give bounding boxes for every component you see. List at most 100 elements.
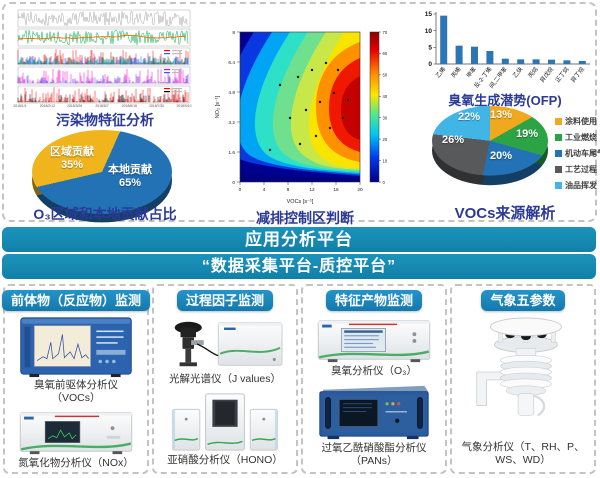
svg-text:2018/6/18: 2018/6/18 <box>122 104 137 108</box>
voc-slice-26: 26% <box>442 134 465 146</box>
svg-text:2018/9/10: 2018/9/10 <box>176 104 191 108</box>
voc-slice-19: 19% <box>516 128 539 140</box>
voc-pie-legend: 涂料使用工业燃烧机动车尾气工艺过程油品挥发 <box>555 116 600 191</box>
legend-label: 工业燃烧 <box>565 133 597 142</box>
weather-station-caption: 气象分析仪（T、RH、P、 WS、WD） <box>461 441 585 467</box>
svg-text:2018/1/1: 2018/1/1 <box>13 104 26 108</box>
panel-product-monitoring: 特征产物监测 臭氧分析仪（O₃） <box>301 284 447 474</box>
svg-text:6.4: 6.4 <box>228 60 235 66</box>
hono-analyzer-caption: 亚硝酸分析仪（HONO） <box>167 454 283 467</box>
panel-meteorology-header: 气象五参数 <box>481 290 565 311</box>
svg-text:0: 0 <box>383 180 386 185</box>
legend-item: 涂料使用 <box>555 116 600 127</box>
ekma-plot-frame <box>239 31 361 183</box>
svg-text:70: 70 <box>383 30 388 35</box>
svg-text:0: 0 <box>428 61 432 68</box>
contribution-pie-face <box>32 130 172 214</box>
pan-analyzer-caption: 过氧乙酰硝酸酯分析仪 （PANs） <box>321 442 427 468</box>
voc-source-pie-chart: 13% 19% 20% 26% 22% <box>432 106 548 186</box>
nox-analyzer-icon <box>19 412 133 455</box>
voc-analyzer-icon <box>20 317 132 378</box>
voc-slice-20: 20% <box>490 150 513 162</box>
regional-slice-label: 区域贡献35% <box>50 146 94 171</box>
banner-application-platform: 应用分析平台 <box>2 227 596 252</box>
svg-text:3.2: 3.2 <box>228 120 235 126</box>
panel-precursor-header: 前体物（反应物）监测 <box>2 290 151 311</box>
svg-text:正丁烷: 正丁烷 <box>553 65 570 84</box>
svg-text:丙烯: 丙烯 <box>449 65 463 79</box>
svg-text:30: 30 <box>383 116 388 121</box>
pan-analyzer-icon <box>319 385 429 440</box>
legend-item: 工艺过程 <box>555 164 600 175</box>
svg-text:0: 0 <box>232 180 235 186</box>
panel-meteorology: 气象五参数 气象分析仪（T、RH、P、 WS、WD） <box>450 284 596 474</box>
svg-text:0: 0 <box>239 187 242 193</box>
svg-text:8: 8 <box>232 30 235 36</box>
nox-analyzer-caption: 氮氧化物分析仪（NOx） <box>18 457 134 470</box>
legend-swatch <box>555 150 562 157</box>
ekma-caption: 减排控制区判断 <box>256 210 354 226</box>
panel-process-header: 过程因子监测 <box>176 290 273 311</box>
svg-text:4.8: 4.8 <box>228 90 235 96</box>
legend-label: 油品挥发 <box>565 181 597 190</box>
svg-text:60: 60 <box>383 51 388 56</box>
ekma-colorbar <box>369 31 380 183</box>
panel-process-factor-monitoring: 过程因子监测 光解光谱仪（J values） <box>152 284 298 474</box>
svg-text:40: 40 <box>383 94 388 99</box>
voc-pie-face <box>432 106 548 176</box>
svg-text:4: 4 <box>263 187 266 193</box>
legend-item: 油品挥发 <box>555 180 600 191</box>
ekma-data-points <box>268 61 350 152</box>
svg-text:异丁烷: 异丁烷 <box>569 65 586 84</box>
legend-swatch <box>555 182 562 189</box>
voc-slice-13: 13% <box>490 109 513 121</box>
panel-precursor-monitoring: 前体物（反应物）监测 臭氧前驱体分析仪 （VOCs） <box>2 284 151 474</box>
svg-text:2018/5/7: 2018/5/7 <box>95 104 108 108</box>
panel-product-header: 特征产物监测 <box>325 290 422 311</box>
svg-text:50: 50 <box>383 73 388 78</box>
svg-text:20: 20 <box>357 187 363 193</box>
svg-text:丙烷: 丙烷 <box>526 65 540 79</box>
j-spectrometer-caption: 光解光谱仪（J values） <box>168 373 282 385</box>
svg-text:2018/7/30: 2018/7/30 <box>149 104 164 108</box>
contribution-pie-caption: O₃区域和本地贡献占比 <box>33 206 177 222</box>
contribution-pie-chart: 区域贡献35% 本地贡献65% <box>32 130 172 223</box>
svg-text:10: 10 <box>383 158 388 163</box>
pollutant-timeseries-chart: 2018/1/1 2018/2/12 2018/3/26 2018/5/7 2018/6… <box>13 9 192 108</box>
svg-text:甲苯: 甲苯 <box>465 65 479 79</box>
weather-station-icon <box>476 317 562 417</box>
ekma-x-axis-label: VOCs [s⁻¹] <box>287 199 314 205</box>
ekma-bands <box>240 32 360 182</box>
legend-swatch <box>555 118 562 125</box>
svg-text:2018/3/26: 2018/3/26 <box>67 104 82 108</box>
svg-text:12: 12 <box>309 187 315 193</box>
svg-text:异戊烷: 异戊烷 <box>538 65 555 84</box>
ekma-contour-chart: 0 1.6 3.2 4.8 6.4 8 0 4 8 12 16 20 0 10 20 30 40 50 60 70 V… <box>215 30 388 205</box>
svg-text:2018/2/12: 2018/2/12 <box>40 104 55 108</box>
voc-pie-caption: VOCs来源解析 <box>454 205 556 222</box>
o3-analyzer-caption: 臭氧分析仪（O₃） <box>331 365 417 377</box>
legend-swatch <box>555 166 562 173</box>
svg-text:8: 8 <box>287 187 290 193</box>
o3-analyzer-icon <box>317 320 431 363</box>
svg-text:10: 10 <box>425 28 433 35</box>
pollutant-analysis-caption: 污染物特征分析 <box>56 112 154 128</box>
svg-text:20: 20 <box>383 137 388 142</box>
legend-swatch <box>555 134 562 141</box>
hono-analyzer-icon <box>172 393 278 451</box>
ekma-y-axis-label: NO₂ [s⁻¹] <box>215 95 221 118</box>
legend-label: 工艺过程 <box>565 165 597 174</box>
svg-text:5: 5 <box>428 45 432 52</box>
svg-text:16: 16 <box>333 187 339 193</box>
legend-item: 工业燃烧 <box>555 132 600 143</box>
local-slice-label: 本地贡献65% <box>108 164 152 189</box>
ofp-title: 臭氧生成潜势(OFP) <box>448 93 562 108</box>
svg-text:乙炔: 乙炔 <box>511 65 525 79</box>
legend-label: 涂料使用 <box>565 117 597 126</box>
svg-text:15: 15 <box>425 11 433 18</box>
svg-text:乙烯: 乙烯 <box>434 65 448 79</box>
ekma-axes: 0 1.6 3.2 4.8 6.4 8 0 4 8 12 16 20 0 10 20 30 40 50 60 70 <box>228 30 388 193</box>
legend-item: 机动车尾气 <box>555 148 600 159</box>
